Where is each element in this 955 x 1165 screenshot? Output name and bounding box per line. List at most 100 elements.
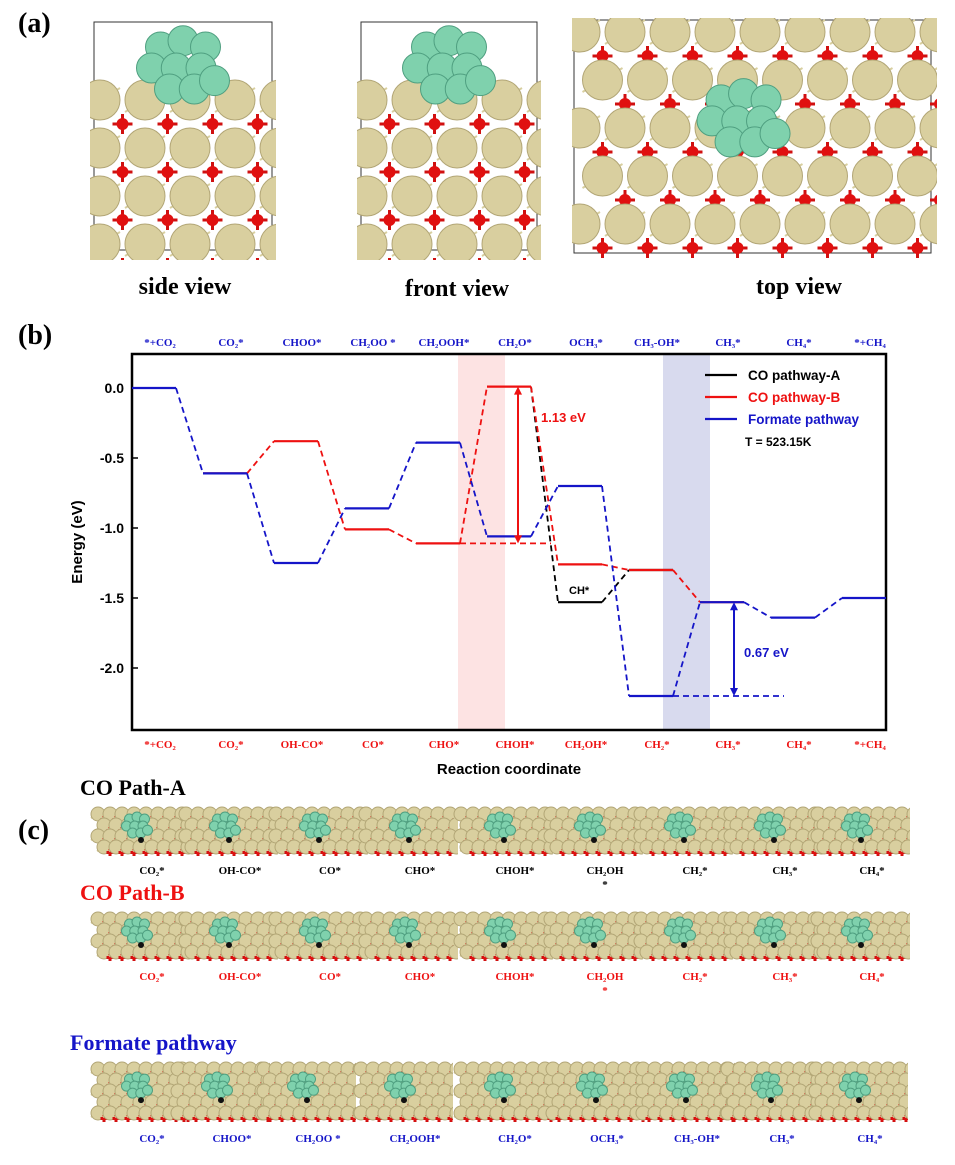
oxygen-atom xyxy=(596,146,609,158)
intermediate-structure xyxy=(543,911,643,961)
adsorbate-carbon xyxy=(218,1097,224,1104)
oxygen-atom xyxy=(596,242,609,254)
panel-a-label: (a) xyxy=(18,8,51,39)
adsorbate-carbon xyxy=(401,1097,407,1104)
oxygen-atom xyxy=(641,242,654,254)
metal-atom xyxy=(694,203,736,245)
highlight-band xyxy=(458,354,505,730)
cluster-atom xyxy=(142,1084,153,1096)
intermediate-structure xyxy=(170,1061,270,1122)
oxygen-atom xyxy=(251,214,264,226)
bottom-category-label: CHO* xyxy=(429,739,460,751)
intermediate-label: CH₂OO * xyxy=(295,1133,341,1145)
oxygen-atom xyxy=(776,146,789,158)
intermediate-structure xyxy=(90,1061,190,1122)
intermediate-label: CH₂* xyxy=(682,865,708,877)
ch-label: CH* xyxy=(569,585,590,597)
intermediate-label: CHO* xyxy=(404,865,436,877)
oxygen-atom xyxy=(518,214,531,226)
intermediate-structure xyxy=(358,911,458,961)
intermediate-label: CH₃* xyxy=(772,865,798,877)
metal-atom xyxy=(829,18,871,53)
metal-atom xyxy=(572,18,601,53)
oxygen-atom xyxy=(251,118,264,130)
metal-atom xyxy=(90,127,121,169)
oxygen-atom xyxy=(641,50,654,62)
metal-atom xyxy=(627,155,668,197)
temperature-label: T = 523.15K xyxy=(745,435,812,449)
adsorbate-carbon xyxy=(406,942,412,949)
intermediate-structure xyxy=(810,806,910,856)
metal-atom xyxy=(919,107,937,149)
oxygen-atom xyxy=(776,242,789,254)
front-view-structure xyxy=(357,21,541,260)
oxygen-atom xyxy=(754,194,766,206)
metal-atom xyxy=(784,203,826,245)
metal-atom xyxy=(807,59,848,101)
metal-atom xyxy=(572,107,601,149)
oxygen-atom xyxy=(206,214,219,226)
top-category-label: CH₂OOH* xyxy=(419,337,470,349)
adsorbate-carbon xyxy=(771,837,777,844)
cluster-atom xyxy=(595,929,606,941)
metal-atom xyxy=(906,934,910,948)
oxygen-atom xyxy=(116,118,129,130)
cluster-atom xyxy=(320,929,331,941)
metal-atom xyxy=(259,79,276,121)
oxygen-atom xyxy=(641,146,654,158)
oxygen-atom xyxy=(596,50,609,62)
adsorbate-carbon xyxy=(226,837,232,844)
oxygen-atom xyxy=(866,146,879,158)
cluster-atom xyxy=(410,824,421,836)
metal-atom xyxy=(90,175,121,217)
cluster-atom xyxy=(142,824,153,836)
metal-atom xyxy=(572,203,601,245)
oxygen-atom xyxy=(866,242,879,254)
highlight-band xyxy=(663,354,710,730)
oxygen-atom xyxy=(731,50,744,62)
intermediate-structure xyxy=(268,806,368,856)
metal-atom xyxy=(807,155,848,197)
intermediate-label: CO₂* xyxy=(139,971,165,983)
y-axis-label: Energy (eV) xyxy=(69,500,86,583)
metal-atom xyxy=(436,223,478,260)
adsorbate-carbon xyxy=(501,942,507,949)
adsorbate-carbon xyxy=(138,942,144,949)
barrier-arrow-blue-head xyxy=(730,602,738,611)
co-pathway-a-connector xyxy=(530,386,559,603)
intermediate-structure xyxy=(90,806,190,856)
top-category-label: *+CO₂ xyxy=(144,337,176,349)
oxygen-atom xyxy=(473,214,486,226)
intermediate-structure xyxy=(453,911,553,961)
metal-atom xyxy=(90,79,121,121)
oxygen-atom xyxy=(709,194,721,206)
metal-atom xyxy=(436,127,478,169)
metal-atom xyxy=(852,155,893,197)
plot-frame xyxy=(130,352,888,732)
metal-atom xyxy=(649,107,691,149)
metal-atom xyxy=(717,155,758,197)
metal-atom xyxy=(481,223,523,260)
metal-atom xyxy=(526,128,541,168)
intermediate-label: CH₄* xyxy=(859,971,885,983)
metal-atom xyxy=(259,127,276,169)
legend-entry: CO pathway-A xyxy=(748,368,841,383)
intermediate-structure xyxy=(178,806,278,856)
co-pathway-b-connector xyxy=(459,386,488,544)
oxygen-atom xyxy=(821,50,834,62)
bottom-category-label: CH₄* xyxy=(786,739,812,751)
metal-atom xyxy=(739,203,781,245)
front-view-caption: front view xyxy=(404,276,510,302)
oxygen-atom xyxy=(383,118,396,130)
row-title: Formate pathway xyxy=(70,1030,237,1055)
metal-atom xyxy=(124,223,166,260)
metal-atom xyxy=(739,18,781,53)
formate-pathway-connector xyxy=(530,485,559,537)
metal-atom xyxy=(526,80,541,120)
metal-atom xyxy=(124,175,166,217)
y-tick-label: -2.0 xyxy=(100,660,124,676)
cluster-atom xyxy=(862,929,873,941)
oxygen-atom xyxy=(473,118,486,130)
metal-atom xyxy=(919,203,937,245)
oxygen-atom xyxy=(686,242,699,254)
